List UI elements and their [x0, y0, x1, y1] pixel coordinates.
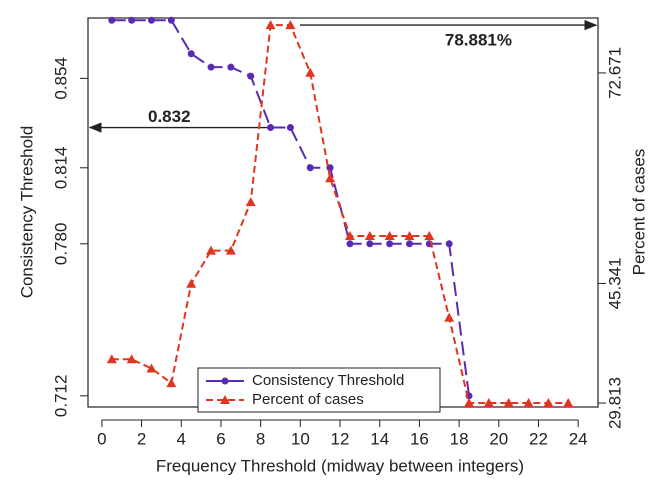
point-marker — [306, 164, 314, 172]
point-marker — [325, 173, 336, 183]
point-marker — [221, 377, 229, 385]
x-tick-label: 20 — [489, 429, 508, 448]
plot-frame — [87, 17, 599, 408]
point-marker — [126, 354, 137, 364]
point-marker — [384, 230, 395, 240]
x-tick-label: 2 — [137, 429, 146, 448]
point-marker — [503, 398, 514, 408]
x-tick-label: 0 — [97, 429, 106, 448]
y2-tick-label: 29.813 — [605, 377, 624, 429]
point-marker — [464, 398, 475, 408]
x-tick-label: 14 — [370, 429, 389, 448]
y-tick-label: 0.814 — [51, 147, 70, 190]
point-marker — [444, 312, 455, 322]
point-marker — [186, 278, 197, 288]
point-marker — [366, 240, 374, 248]
point-marker — [225, 245, 236, 255]
point-marker — [364, 230, 375, 240]
legend-box — [197, 367, 441, 413]
y2-tick-label: 72.671 — [605, 47, 624, 99]
y2-axis-title: Percent of cases — [629, 149, 648, 276]
point-marker — [146, 363, 157, 373]
annotation-label: 78.881% — [445, 31, 512, 50]
x-tick-label: 16 — [410, 429, 429, 448]
point-marker — [267, 124, 275, 132]
point-marker — [386, 240, 394, 248]
x-tick-label: 8 — [256, 429, 265, 448]
x-axis-title: Frequency Threshold (midway between inte… — [156, 456, 524, 475]
point-marker — [326, 164, 334, 172]
point-marker — [523, 398, 534, 408]
y2-tick-label: 45.341 — [605, 257, 624, 309]
point-marker — [227, 63, 235, 71]
series-line — [111, 19, 471, 396]
point-marker — [207, 63, 215, 71]
point-marker — [166, 378, 177, 388]
point-marker — [245, 197, 256, 207]
point-marker — [405, 240, 413, 248]
point-marker — [445, 240, 453, 248]
point-marker — [128, 16, 136, 24]
point-marker — [286, 124, 294, 132]
y-axis-title: Consistency Threshold — [17, 126, 36, 299]
x-tick-label: 4 — [177, 429, 186, 448]
point-marker — [148, 16, 156, 24]
point-marker — [305, 67, 316, 77]
point-marker — [206, 245, 217, 255]
x-tick-label: 12 — [331, 429, 350, 448]
point-marker — [285, 20, 296, 30]
point-marker — [404, 230, 415, 240]
x-tick-label: 10 — [291, 429, 310, 448]
legend-label: Percent of cases — [252, 391, 364, 408]
point-marker — [563, 398, 574, 408]
point-marker — [346, 240, 354, 248]
x-tick-label: 18 — [450, 429, 469, 448]
point-marker — [167, 16, 175, 24]
point-marker — [108, 16, 116, 24]
point-marker — [543, 398, 554, 408]
y-tick-label: 0.854 — [51, 57, 70, 100]
point-marker — [247, 72, 255, 80]
legend-label: Consistency Threshold — [252, 372, 404, 389]
y-tick-label: 0.780 — [51, 223, 70, 266]
series-line — [111, 24, 569, 405]
point-marker — [483, 398, 494, 408]
x-tick-label: 24 — [569, 429, 588, 448]
point-marker — [424, 230, 435, 240]
point-marker — [220, 395, 230, 404]
x-tick-label: 22 — [529, 429, 548, 448]
point-marker — [265, 20, 276, 30]
annotation-label: 0.832 — [148, 107, 191, 126]
point-marker — [187, 50, 195, 58]
point-marker — [106, 354, 117, 364]
y-tick-label: 0.712 — [51, 375, 70, 418]
point-marker — [344, 230, 355, 240]
x-tick-label: 6 — [216, 429, 225, 448]
